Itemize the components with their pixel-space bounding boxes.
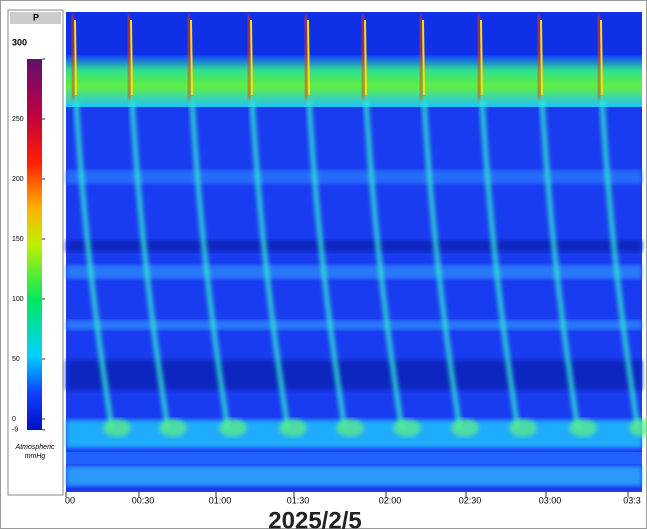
- pressure-peak: [70, 13, 76, 101]
- colorbar-note: Atmospheric: [15, 444, 55, 451]
- x-tick-label: 03:00: [539, 495, 562, 505]
- y-tick-label: 150: [12, 236, 24, 243]
- les-blob: [279, 419, 307, 437]
- pressure-peak: [307, 19, 310, 96]
- y-tick-label: 0: [12, 416, 16, 423]
- pressure-peak: [130, 19, 133, 96]
- colorbar-title: P: [33, 12, 39, 22]
- peristaltic-wave: [306, 99, 348, 431]
- peristaltic-wave: [129, 99, 171, 431]
- peristaltic-wave: [249, 99, 291, 431]
- x-tick-label: 01:30: [287, 495, 310, 505]
- x-tick-label: 02:30: [459, 495, 482, 505]
- les-blob: [569, 419, 597, 437]
- heatmap: [66, 12, 647, 492]
- pressure-peak: [303, 13, 309, 101]
- x-tick-label: 03:3: [623, 495, 641, 505]
- les-blob: [451, 419, 479, 437]
- pressure-peak: [596, 13, 602, 101]
- footer-date: 2025/2/5: [268, 507, 361, 529]
- y-tick-label: 200: [12, 176, 24, 183]
- pressure-peak: [540, 19, 543, 96]
- peristaltic-wave: [599, 99, 641, 431]
- pressure-peak: [364, 19, 367, 96]
- y-tick-label: 250: [12, 116, 24, 123]
- pressure-peak: [190, 19, 193, 96]
- pressure-peak: [536, 13, 542, 101]
- peristaltic-wave: [363, 99, 405, 431]
- x-tick-label: 00:30: [132, 495, 155, 505]
- pressure-peak: [600, 19, 603, 96]
- y-tick-label: -9: [12, 427, 18, 434]
- y-tick-label: 50: [12, 356, 20, 363]
- pressure-peak: [74, 19, 77, 96]
- peristaltic-wave: [539, 99, 581, 431]
- pressure-peak: [246, 13, 252, 101]
- les-blob: [159, 419, 187, 437]
- colorbar: [27, 59, 42, 430]
- les-blob: [103, 419, 131, 437]
- pressure-peak: [360, 13, 366, 101]
- les-blob: [336, 419, 364, 437]
- pressure-peak: [250, 19, 253, 96]
- pressure-peak: [418, 13, 424, 101]
- x-tick-label: 00: [65, 495, 75, 505]
- pressure-peak: [186, 13, 192, 101]
- x-tick-label: 02:00: [379, 495, 402, 505]
- les-blob: [629, 419, 647, 437]
- pressure-peak: [126, 13, 132, 101]
- y-tick-label: 100: [12, 296, 24, 303]
- x-tick-label: 01:00: [209, 495, 232, 505]
- pressure-peak: [422, 19, 425, 96]
- peristaltic-wave: [189, 99, 231, 431]
- y-tick-label: 300: [12, 37, 27, 47]
- pressure-peak: [480, 19, 483, 96]
- colorbar-header: [10, 12, 61, 24]
- les-blob: [219, 419, 247, 437]
- colorbar-note: mmHg: [25, 453, 46, 460]
- peristaltic-wave: [73, 99, 115, 431]
- pressure-peak: [476, 13, 482, 101]
- les-blob: [393, 419, 421, 437]
- peristaltic-wave: [479, 99, 521, 431]
- les-blob: [509, 419, 537, 437]
- peristaltic-wave: [421, 99, 463, 431]
